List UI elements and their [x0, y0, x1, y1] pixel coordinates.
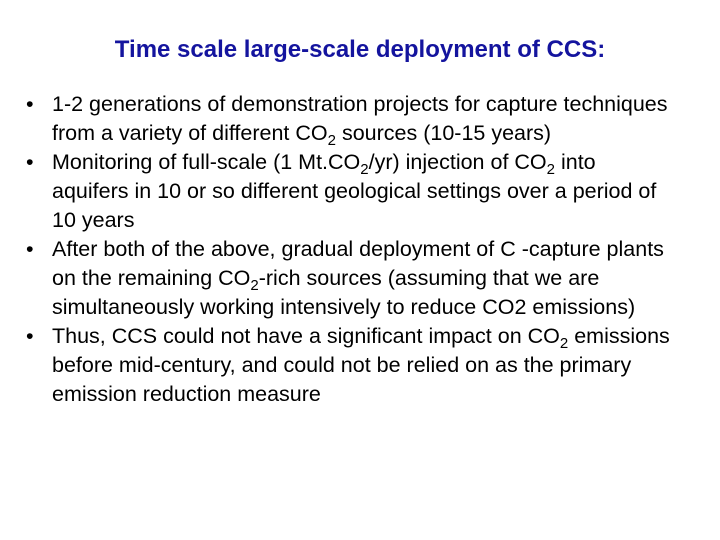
- slide-title: Time scale large-scale deployment of CCS…: [114, 36, 606, 63]
- bullet-text: -rich sources (assuming that we are simu…: [52, 266, 636, 319]
- bullet-list: • 1-2 generations of demonstration projec…: [26, 90, 677, 409]
- bullet-text: /yr) injection of CO: [368, 150, 547, 174]
- bullet-marker: •: [26, 237, 34, 261]
- subscript: 2: [559, 335, 569, 352]
- bullet-item: • Thus, CCS could not have a significant …: [26, 322, 677, 409]
- bullet-text: Monitoring of full-scale (1 Mt.CO: [52, 150, 361, 174]
- bullet-text: 1-2 generations of demonstration project…: [52, 92, 668, 145]
- bullet-text: After both of the above, gradual deploym…: [52, 237, 664, 290]
- bullet-marker: •: [26, 150, 34, 174]
- subscript: 2: [327, 132, 336, 149]
- bullet-text: into aquifers in 10 or so different geol…: [52, 150, 657, 232]
- subscript: 2: [360, 161, 369, 178]
- bullet-marker: •: [26, 92, 34, 116]
- bullet-text: Thus, CCS could not have a significant i…: [52, 324, 560, 348]
- subscript: 2: [546, 161, 555, 178]
- bullet-item: • After both of the above, gradual deploy…: [26, 235, 677, 322]
- bullet-item: • 1-2 generations of demonstration projec…: [26, 90, 677, 149]
- bullet-text: emissions before mid-century, and could …: [52, 324, 670, 406]
- bullet-item: • Monitoring of full-scale (1 Mt.CO2/yr) …: [26, 148, 677, 235]
- subscript: 2: [250, 277, 259, 294]
- bullet-marker: •: [26, 324, 34, 348]
- bullet-text: sources (10-15 years): [335, 121, 552, 145]
